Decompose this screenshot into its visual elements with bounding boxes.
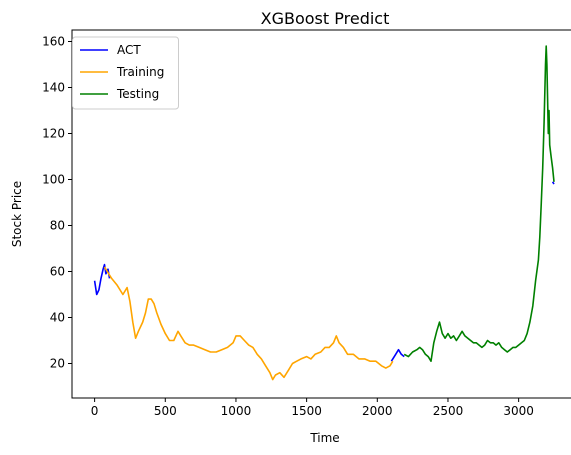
x-tick-label: 3000 — [503, 404, 534, 418]
y-axis-label: Stock Price — [10, 181, 24, 247]
y-tick-label: 80 — [50, 219, 65, 233]
series-line-training — [103, 266, 394, 381]
y-tick-label: 40 — [50, 311, 65, 325]
legend-label-act: ACT — [117, 43, 141, 57]
legend-label-testing: Testing — [116, 87, 159, 101]
y-tick-label: 20 — [50, 357, 65, 371]
x-tick-label: 1500 — [291, 404, 322, 418]
y-tick-label: 120 — [42, 127, 65, 141]
y-tick-label: 60 — [50, 265, 65, 279]
legend: ACT Training Testing — [72, 36, 179, 110]
series-line-act — [93, 181, 555, 362]
x-axis: 0 500 1000 1500 2000 2500 3000 — [91, 398, 534, 418]
plot-frame — [71, 29, 571, 399]
y-tick-label: 100 — [42, 173, 65, 187]
legend-box — [72, 36, 179, 110]
series-line-testing — [403, 45, 555, 362]
x-axis-label: Time — [309, 431, 339, 445]
chart-title: XGBoost Predict — [261, 9, 390, 28]
series-layer — [93, 45, 555, 381]
legend-label-training: Training — [116, 65, 164, 79]
y-tick-label: 160 — [42, 35, 65, 49]
legend-items: ACT Training Testing — [80, 43, 164, 101]
x-tick-label: 500 — [154, 404, 177, 418]
y-axis: 20 40 60 80 100 120 140 160 — [42, 35, 72, 371]
y-tick-label: 140 — [42, 81, 65, 95]
x-tick-label: 1000 — [221, 404, 252, 418]
x-tick-label: 0 — [91, 404, 99, 418]
x-tick-label: 2000 — [362, 404, 393, 418]
x-tick-label: 2500 — [433, 404, 464, 418]
